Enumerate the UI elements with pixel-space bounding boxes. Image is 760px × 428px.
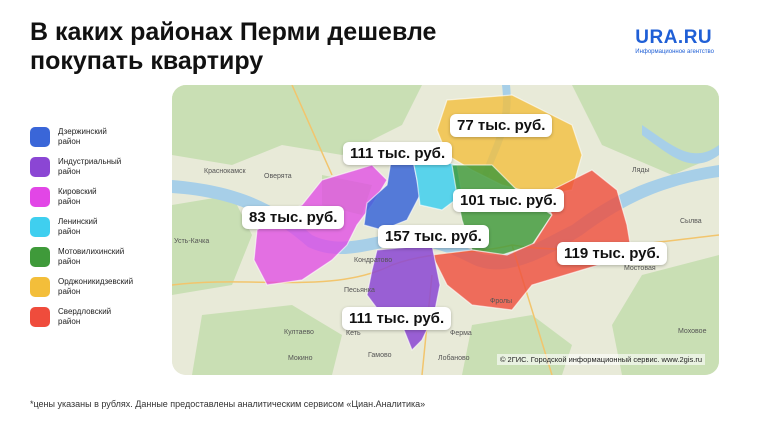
legend-label-2: район [58, 137, 81, 146]
district-sverdlovsky [431, 169, 633, 311]
page-title: В каких районах Перми дешевле покупать к… [30, 18, 490, 76]
legend-swatch [30, 187, 50, 207]
place-kultaevo: Култаево [284, 329, 314, 336]
price-label-sverdlovsky: 119 тыс. руб. [557, 242, 667, 265]
place-kets: Кеть [346, 330, 361, 337]
legend-label-2: район [58, 317, 81, 326]
legend-label-2: район [58, 257, 81, 266]
place-mokhovoe: Моховое [678, 328, 707, 335]
river-chusovaya [642, 125, 719, 164]
legend-item-motovilikhinsky: Мотовилихинский район [30, 246, 165, 276]
brand-tagline: Информационное агентство [635, 49, 714, 55]
legend-swatch [30, 217, 50, 237]
price-label-motovilikhinsky: 101 тыс. руб. [453, 189, 564, 212]
place-kondratovo: Кондратово [354, 257, 393, 264]
legend-label: Индустриальный [58, 157, 122, 166]
place-peshkovo: Песьянка [344, 287, 375, 294]
legend-swatch [30, 307, 50, 327]
place-ferma: Ферма [450, 330, 472, 337]
price-label-industrialny: 111 тыс. руб. [342, 307, 452, 330]
map-legend: Дзержинский район Индустриальный район Кир… [30, 126, 165, 336]
legend-item-industrialny: Индустриальный район [30, 156, 165, 186]
place-krasnokamsk: Краснокамск [204, 168, 246, 175]
legend-label-2: район [58, 197, 81, 206]
legend-swatch [30, 277, 50, 297]
place-usthachka: Усть-Качка [174, 238, 210, 245]
legend-label: Ленинский [58, 217, 98, 226]
price-label-leninsky: 157 тыс. руб. [378, 225, 489, 248]
place-syva: Сылва [680, 218, 702, 225]
legend-swatch [30, 247, 50, 267]
legend-label: Свердловский [58, 307, 112, 316]
place-lobanovo: Лобаново [438, 355, 470, 362]
price-label-dzerzhinsky: 111 тыс. руб. [343, 142, 453, 165]
footnote: *цены указаны в рублях. Данные предостав… [30, 399, 426, 409]
place-mokino: Мокино [288, 355, 313, 362]
legend-item-leninsky: Ленинский район [30, 216, 165, 246]
place-lyady: Ляды [632, 167, 650, 174]
legend-swatch [30, 127, 50, 147]
place-gamovo: Гамово [368, 352, 392, 359]
legend-label-2: район [58, 227, 81, 236]
price-label-kirovsky: 83 тыс. руб. [242, 206, 345, 229]
title-line-2: покупать квартиру [30, 47, 264, 75]
legend-item-dzerzhinsky: Дзержинский район [30, 126, 165, 156]
legend-label-2: район [58, 287, 81, 296]
place-mostovaya: Мостовая [624, 265, 656, 272]
legend-label: Мотовилихинский [58, 247, 125, 256]
map-copyright: © 2ГИС. Городской информационный сервис.… [496, 354, 705, 365]
legend-label: Кировский [58, 187, 97, 196]
legend-item-sverdlovsky: Свердловский район [30, 306, 165, 336]
legend-label: Орджоникидзевский [58, 277, 134, 286]
price-label-ordzhonikidzevsky: 77 тыс. руб. [450, 114, 553, 137]
legend-label-2: район [58, 167, 81, 176]
legend-item-ordzhonikidzevsky: Орджоникидзевский район [30, 276, 165, 306]
brand-name: URA.RU [635, 27, 713, 48]
legend-item-kirovsky: Кировский район [30, 186, 165, 216]
legend-swatch [30, 157, 50, 177]
legend-label: Дзержинский [58, 127, 107, 136]
brand-logo: URA.RU Информационное агентство [635, 27, 714, 56]
place-overyata: Оверята [264, 173, 292, 180]
city-map[interactable]: Краснокамск Оверята Усть-Качка Кондратов… [172, 85, 719, 375]
title-line-1: В каких районах Перми дешевле [30, 18, 437, 46]
place-frolly: Фролы [490, 298, 513, 305]
